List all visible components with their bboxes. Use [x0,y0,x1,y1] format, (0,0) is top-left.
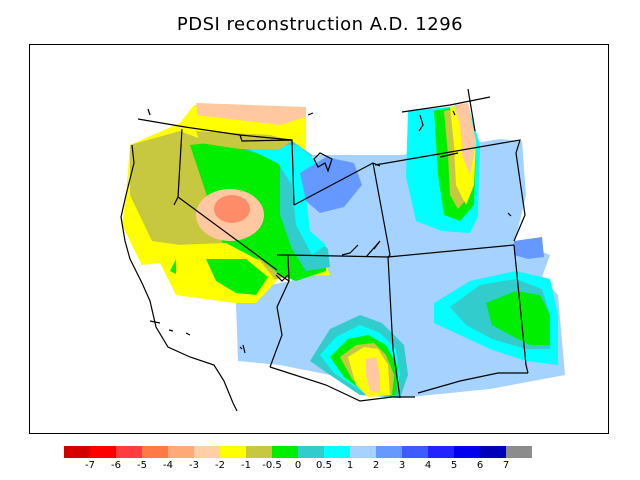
nevada-border [173,196,179,206]
colorbar-tick-label: -5 [137,460,147,471]
utah-nevada-border [276,254,290,283]
lake-small-5 [507,212,512,217]
colorbar-swatch [168,446,194,458]
colorbar-swatch [428,446,454,458]
colorbar-swatch [220,446,246,458]
pdsi-fill-layer [122,103,565,398]
colorbar-swatch [90,446,116,458]
pdsi-map [120,88,565,412]
region-green-california [206,259,268,295]
colorbar-tick-label: 2 [372,460,380,471]
colorbar-tick-label: 4 [424,460,432,471]
state-boundaries [120,88,529,412]
colorbar-swatch [64,446,90,458]
region-yellow-oregon [196,115,306,137]
region-blue-corner [514,237,544,259]
great-salt-lake [313,152,333,173]
salton-sea [239,344,246,354]
colorbar-tick-label: 1 [346,460,354,471]
colorbar-swatch [376,446,402,458]
lake-small-3 [418,114,424,132]
colorado-border-n [374,139,526,242]
colorbar-tick-label: 7 [502,460,510,471]
idaho-east-border [239,134,295,206]
colorado-border-e [387,244,515,258]
sonora-coast [232,402,238,412]
colorbar-swatch [194,446,220,458]
region-salmon-nevada [214,195,250,223]
pacific-coastline [120,144,234,404]
lake-small-2 [307,112,314,116]
colorbar-tick-label: 0 [294,460,302,471]
colorbar-swatch [272,446,298,458]
colorbar-swatch [454,446,480,458]
colorbar-swatch [246,446,272,458]
colorbar-tick-label: 6 [476,460,484,471]
colorbar-tick-label: -7 [85,460,95,471]
utah-lake [341,244,359,256]
channel-islands [149,320,191,336]
colorbar-swatch [350,446,376,458]
region-olive-oregon [196,131,292,149]
colorbar-swatch [298,446,324,458]
nebraska-border [439,152,459,158]
colorbar-tick-label: -1 [241,460,251,471]
four-corners-line [269,280,290,368]
colorbar-swatch [402,446,428,458]
colorbar-tick-label: 0.5 [316,460,332,471]
colorbar-tick-label: -3 [189,460,199,471]
colorbar-tick-label: 3 [398,460,406,471]
map-frame [29,44,609,434]
colorbar-tick-label: -4 [163,460,173,471]
lake-mead [275,274,289,282]
colorbar-tick-label: -6 [111,460,121,471]
colorbar-tick-label: -2 [215,460,225,471]
colorbar-tick-label: -0.5 [262,460,282,471]
kansas-border [513,244,529,374]
region-peach-nebraska [454,103,476,175]
lake-powell [365,240,381,258]
colorbar-swatch [506,446,532,458]
colorbar-swatch [480,446,506,458]
lake-small-4 [452,110,456,116]
colorbar-swatch [116,446,142,458]
lake-small-1 [147,108,151,116]
dakota-border [467,88,476,132]
colorbar-tick-labels: -7 -6 -5 -4 -3 -2 -1 -0.5 0 0.5 1 2 3 4 5 6 7 [0,460,640,474]
texas-border [417,372,528,394]
pdsi-colorbar [64,446,532,458]
colorbar-swatch [324,446,350,458]
canada-border-east [401,96,491,113]
arizona-newmexico [392,348,401,399]
map-title: PDSI reconstruction A.D. 1296 [176,14,464,35]
wyoming-east [372,162,391,258]
region-peach-az [366,357,380,393]
canada-border [137,118,293,141]
colorbar-swatch [142,446,168,458]
colorbar-tick-label: 5 [450,460,458,471]
region-green-south [486,291,550,345]
mexico-border [269,366,415,402]
